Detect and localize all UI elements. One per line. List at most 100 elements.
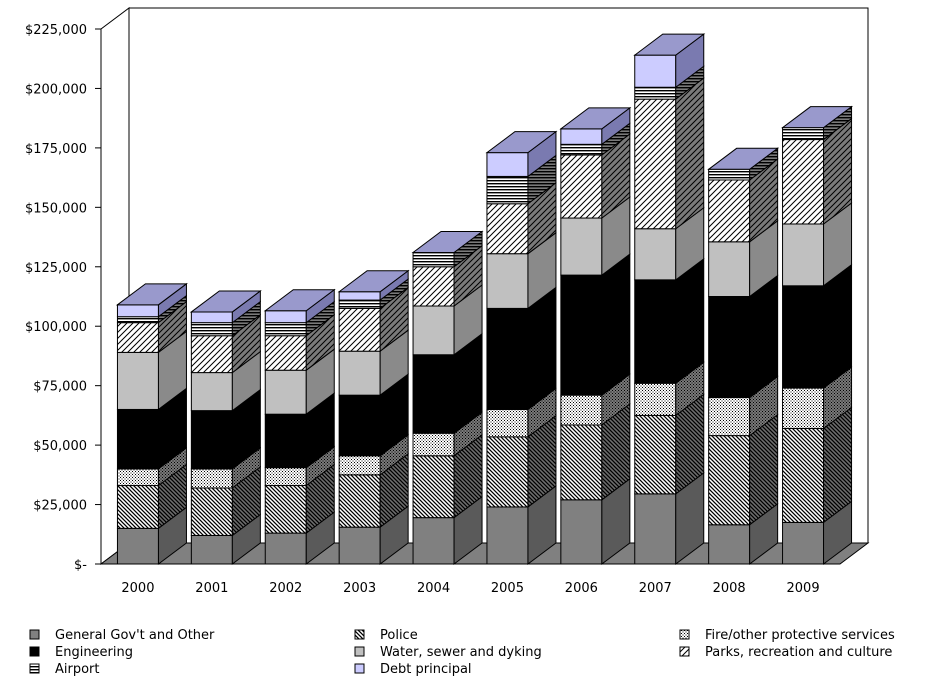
bar-front [264, 532, 307, 565]
bar-segment-2001-4 [190, 350, 261, 412]
bar-front [190, 322, 233, 337]
bar-segment-2004-0 [412, 495, 483, 565]
bar-front [560, 274, 603, 396]
bar-front [190, 311, 233, 324]
bar-stack-2004 [411, 230, 484, 565]
bar-front [264, 310, 307, 324]
bar-segment-2008-5 [708, 157, 779, 243]
bar-top [411, 231, 484, 254]
bar-front [338, 526, 381, 565]
bar-top [633, 33, 706, 56]
bar-front [708, 241, 751, 297]
bar-segment-2000-5 [116, 300, 187, 354]
bar-side [675, 257, 705, 385]
bar-front [412, 266, 455, 307]
legend-item: Engineering [29, 645, 133, 660]
bar-front [486, 253, 529, 309]
bar-segment-2009-1 [782, 406, 853, 524]
y-tick-label: $150,000 [25, 201, 87, 216]
legend: General Gov't and Other Police Fire/other … [29, 628, 895, 677]
bar-front [190, 534, 233, 565]
bar-front [634, 493, 677, 565]
x-tick-label-2008: 2008 [713, 581, 746, 596]
legend-swatch [679, 646, 690, 657]
bar-segment-2008-2 [708, 375, 779, 437]
bar-front [338, 394, 381, 457]
bar-segment-2001-3 [190, 388, 261, 470]
legend-swatch [29, 663, 40, 674]
bar-front [264, 335, 307, 371]
bar-stack-2001 [189, 289, 262, 565]
bar-top [559, 107, 632, 130]
bar-segment-2006-0 [560, 477, 631, 565]
x-axis: 2000 2001 2002 2003 2004 2005 2006 2007 2008 2009 [121, 581, 819, 596]
bar-segment-2003-3 [338, 373, 409, 457]
bar-segment-2007-0 [634, 471, 705, 565]
bar-front [338, 307, 381, 352]
bar-front [264, 467, 307, 487]
bar-segment-2007-5 [634, 77, 705, 230]
bar-top [707, 147, 780, 170]
x-tick-label-2000: 2000 [121, 581, 154, 596]
bar-segment-2006-2 [560, 373, 631, 426]
bar-front [560, 499, 603, 565]
bar-segment-2008-1 [708, 413, 779, 526]
bar-front [782, 127, 825, 141]
y-tick-label: $100,000 [25, 320, 87, 335]
bar-top [781, 106, 854, 129]
y-tick-label: $200,000 [25, 82, 87, 97]
bar-segment-2004-1 [412, 433, 483, 519]
bar-front [264, 322, 307, 337]
bar-front [708, 435, 751, 526]
bar-front [486, 506, 529, 565]
bar-segment-2001-6 [190, 300, 261, 337]
x-tick-label-2001: 2001 [195, 581, 228, 596]
bar-segment-2009-2 [782, 366, 853, 430]
bar-front [486, 436, 529, 508]
y-tick-label: $225,000 [25, 23, 87, 38]
bar-segment-2000-1 [116, 463, 187, 530]
bar-segment-2005-7 [486, 130, 557, 178]
bar-segment-2003-1 [338, 452, 409, 529]
bar-front [264, 485, 307, 534]
bar-front [116, 322, 159, 353]
bar-segment-2006-1 [560, 402, 631, 501]
bar-front [486, 175, 529, 205]
legend-item: Water, sewer and dyking [354, 645, 542, 660]
bar-front [782, 521, 825, 565]
bar-segment-2005-0 [486, 484, 557, 565]
bar-front [560, 217, 603, 276]
bar-segment-2002-2 [264, 445, 335, 487]
bar-segment-2008-0 [708, 502, 779, 565]
bar-segment-2009-4 [782, 201, 853, 287]
bar-front [560, 424, 603, 501]
legend-item: Police [354, 628, 418, 643]
bar-stack-2007 [633, 33, 706, 565]
bar-segment-2003-5 [338, 286, 409, 353]
legend-label: Police [380, 628, 418, 643]
bar-front [782, 285, 825, 389]
bar-segment-2009-3 [782, 263, 853, 390]
x-tick-label-2009: 2009 [787, 581, 820, 596]
bar-front [264, 369, 307, 415]
bar-stack-2008 [707, 147, 780, 565]
bar-segment-2002-1 [264, 463, 335, 535]
bar-front [782, 139, 825, 225]
bar-top [115, 283, 188, 306]
bar-segment-2006-7 [560, 106, 631, 146]
bar-segment-2004-2 [412, 411, 483, 457]
bar-segment-2005-2 [486, 387, 557, 438]
bar-front [116, 351, 159, 410]
bar-segment-2005-4 [486, 231, 557, 310]
bar-top [485, 131, 558, 154]
bar-front [486, 408, 529, 438]
bar-front [782, 387, 825, 429]
bar-segment-2007-7 [634, 33, 705, 89]
bar-side [675, 77, 705, 230]
bar-front [190, 372, 233, 412]
legend-label: Water, sewer and dyking [380, 645, 542, 660]
legend-label: Airport [55, 662, 100, 677]
bar-segment-2003-0 [338, 505, 409, 565]
bar-front [708, 524, 751, 565]
